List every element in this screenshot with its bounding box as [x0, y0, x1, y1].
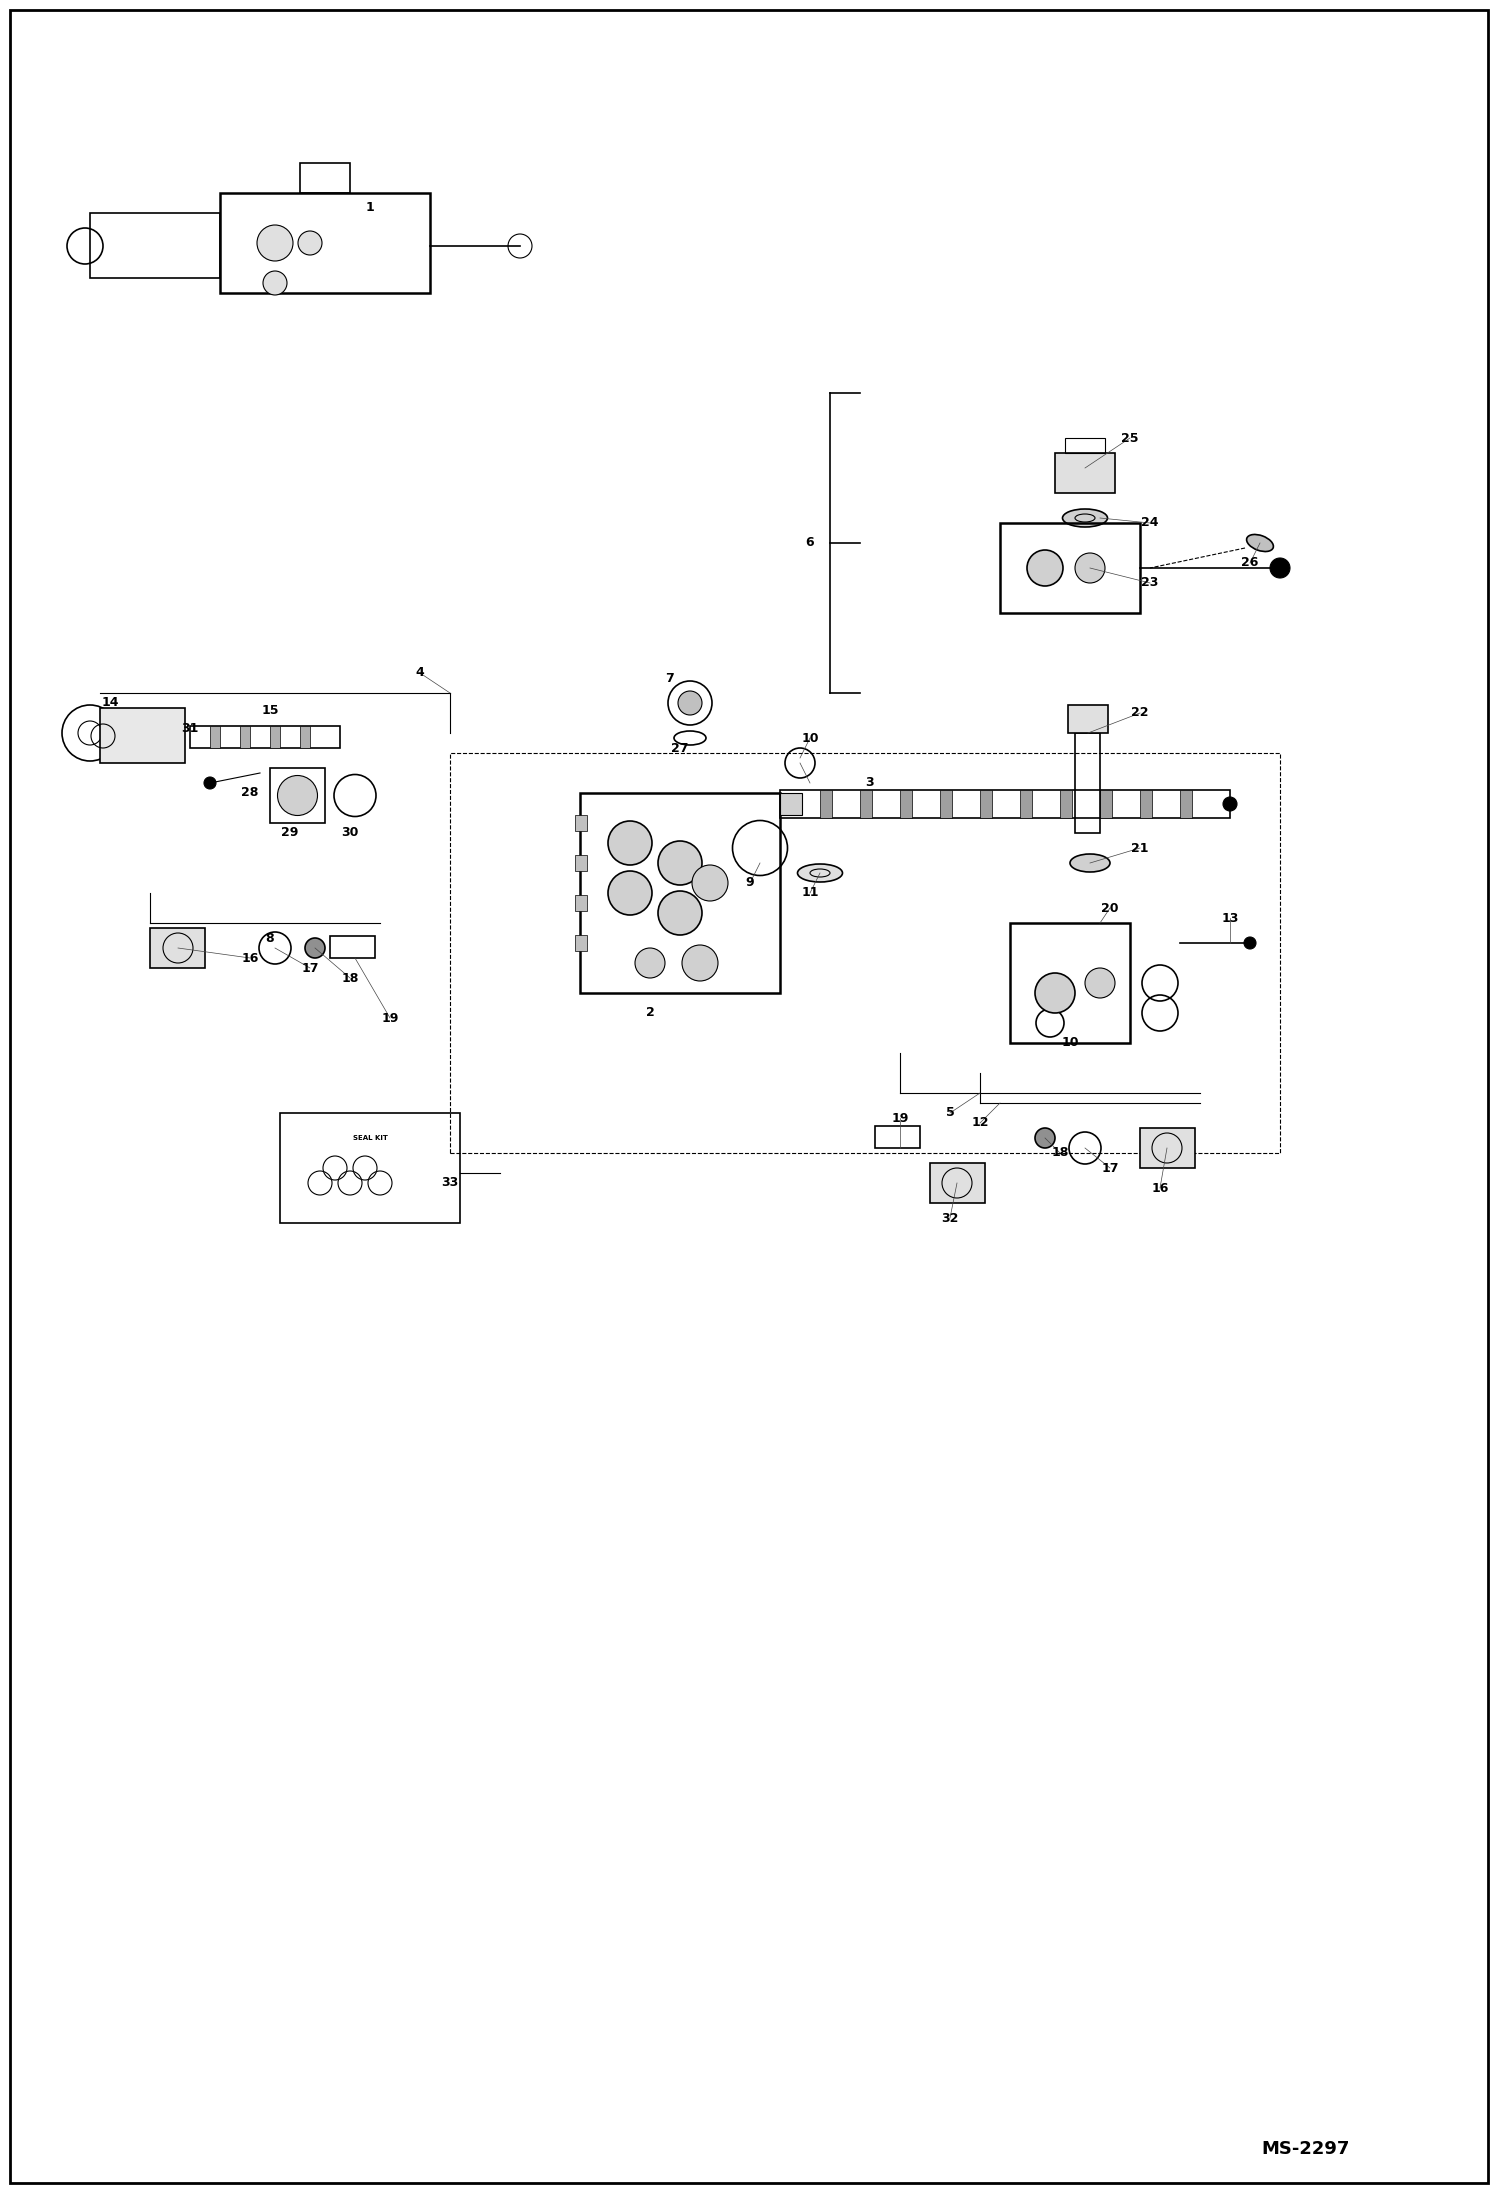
Text: 33: 33 — [442, 1175, 458, 1189]
Text: 16: 16 — [1152, 1182, 1168, 1195]
Ellipse shape — [797, 864, 842, 882]
Circle shape — [204, 776, 216, 789]
FancyBboxPatch shape — [575, 855, 587, 871]
Text: 9: 9 — [746, 877, 755, 890]
Text: 17: 17 — [1101, 1162, 1119, 1175]
FancyBboxPatch shape — [300, 726, 310, 748]
Text: 24: 24 — [1141, 518, 1159, 529]
Circle shape — [1270, 557, 1290, 579]
Text: 4: 4 — [415, 667, 424, 680]
Text: 17: 17 — [301, 961, 319, 974]
Text: 3: 3 — [866, 776, 875, 789]
Text: MS-2297: MS-2297 — [1261, 2140, 1350, 2158]
Text: 18: 18 — [342, 971, 358, 985]
FancyBboxPatch shape — [860, 789, 872, 818]
FancyBboxPatch shape — [1100, 789, 1112, 818]
Text: 11: 11 — [801, 886, 819, 899]
Circle shape — [679, 691, 703, 715]
Text: 26: 26 — [1242, 557, 1258, 570]
FancyBboxPatch shape — [575, 816, 587, 831]
FancyBboxPatch shape — [1055, 454, 1115, 493]
FancyBboxPatch shape — [270, 726, 280, 748]
FancyBboxPatch shape — [575, 934, 587, 952]
Circle shape — [658, 840, 703, 886]
FancyBboxPatch shape — [980, 789, 992, 818]
Circle shape — [692, 864, 728, 901]
Bar — [449, 752, 1279, 1154]
Text: 1: 1 — [366, 202, 374, 215]
FancyBboxPatch shape — [150, 928, 205, 967]
FancyBboxPatch shape — [900, 789, 912, 818]
Text: 19: 19 — [382, 1011, 398, 1024]
Circle shape — [1035, 1127, 1055, 1147]
Text: 16: 16 — [241, 952, 259, 965]
Text: 2: 2 — [646, 1007, 655, 1020]
FancyBboxPatch shape — [1020, 789, 1032, 818]
Circle shape — [1076, 553, 1106, 583]
Ellipse shape — [1062, 509, 1107, 526]
Text: 25: 25 — [1121, 432, 1138, 445]
Text: 14: 14 — [102, 697, 118, 711]
FancyBboxPatch shape — [1061, 789, 1073, 818]
FancyBboxPatch shape — [1180, 789, 1192, 818]
Ellipse shape — [1070, 853, 1110, 873]
Text: 5: 5 — [945, 1107, 954, 1118]
Text: 22: 22 — [1131, 706, 1149, 719]
Text: 6: 6 — [806, 537, 815, 550]
Text: 29: 29 — [282, 827, 298, 840]
Circle shape — [258, 226, 294, 261]
Circle shape — [306, 939, 325, 958]
Circle shape — [682, 945, 718, 980]
FancyBboxPatch shape — [1140, 1127, 1195, 1169]
FancyBboxPatch shape — [930, 1162, 986, 1204]
Circle shape — [264, 272, 288, 296]
Text: 10: 10 — [1061, 1037, 1079, 1050]
Circle shape — [1222, 796, 1237, 811]
Circle shape — [608, 871, 652, 914]
FancyBboxPatch shape — [1068, 704, 1109, 732]
Circle shape — [608, 820, 652, 864]
Text: 15: 15 — [261, 704, 279, 717]
Text: 18: 18 — [1052, 1147, 1068, 1160]
FancyBboxPatch shape — [240, 726, 250, 748]
Text: 8: 8 — [265, 932, 274, 945]
Circle shape — [635, 947, 665, 978]
FancyBboxPatch shape — [1140, 789, 1152, 818]
Text: 19: 19 — [891, 1112, 909, 1125]
Ellipse shape — [1246, 535, 1273, 550]
Circle shape — [1085, 967, 1115, 998]
Text: 28: 28 — [241, 787, 259, 800]
Text: 23: 23 — [1141, 577, 1158, 590]
FancyBboxPatch shape — [941, 789, 953, 818]
Text: 7: 7 — [665, 671, 674, 684]
Text: 30: 30 — [342, 827, 358, 840]
Text: 10: 10 — [801, 732, 819, 743]
FancyBboxPatch shape — [780, 794, 801, 816]
Circle shape — [658, 890, 703, 934]
Text: 32: 32 — [941, 1211, 959, 1224]
Circle shape — [1028, 550, 1064, 586]
Text: 31: 31 — [181, 721, 199, 735]
Circle shape — [1035, 974, 1076, 1013]
FancyBboxPatch shape — [575, 895, 587, 910]
Text: SEAL KIT: SEAL KIT — [352, 1136, 388, 1140]
Circle shape — [1243, 936, 1255, 950]
Circle shape — [277, 776, 318, 816]
FancyBboxPatch shape — [100, 708, 184, 763]
Text: 20: 20 — [1101, 901, 1119, 914]
Text: 12: 12 — [971, 1116, 989, 1129]
Text: 21: 21 — [1131, 842, 1149, 855]
FancyBboxPatch shape — [819, 789, 831, 818]
Text: 13: 13 — [1221, 912, 1239, 925]
Text: 27: 27 — [671, 741, 689, 754]
Circle shape — [298, 230, 322, 254]
FancyBboxPatch shape — [210, 726, 220, 748]
